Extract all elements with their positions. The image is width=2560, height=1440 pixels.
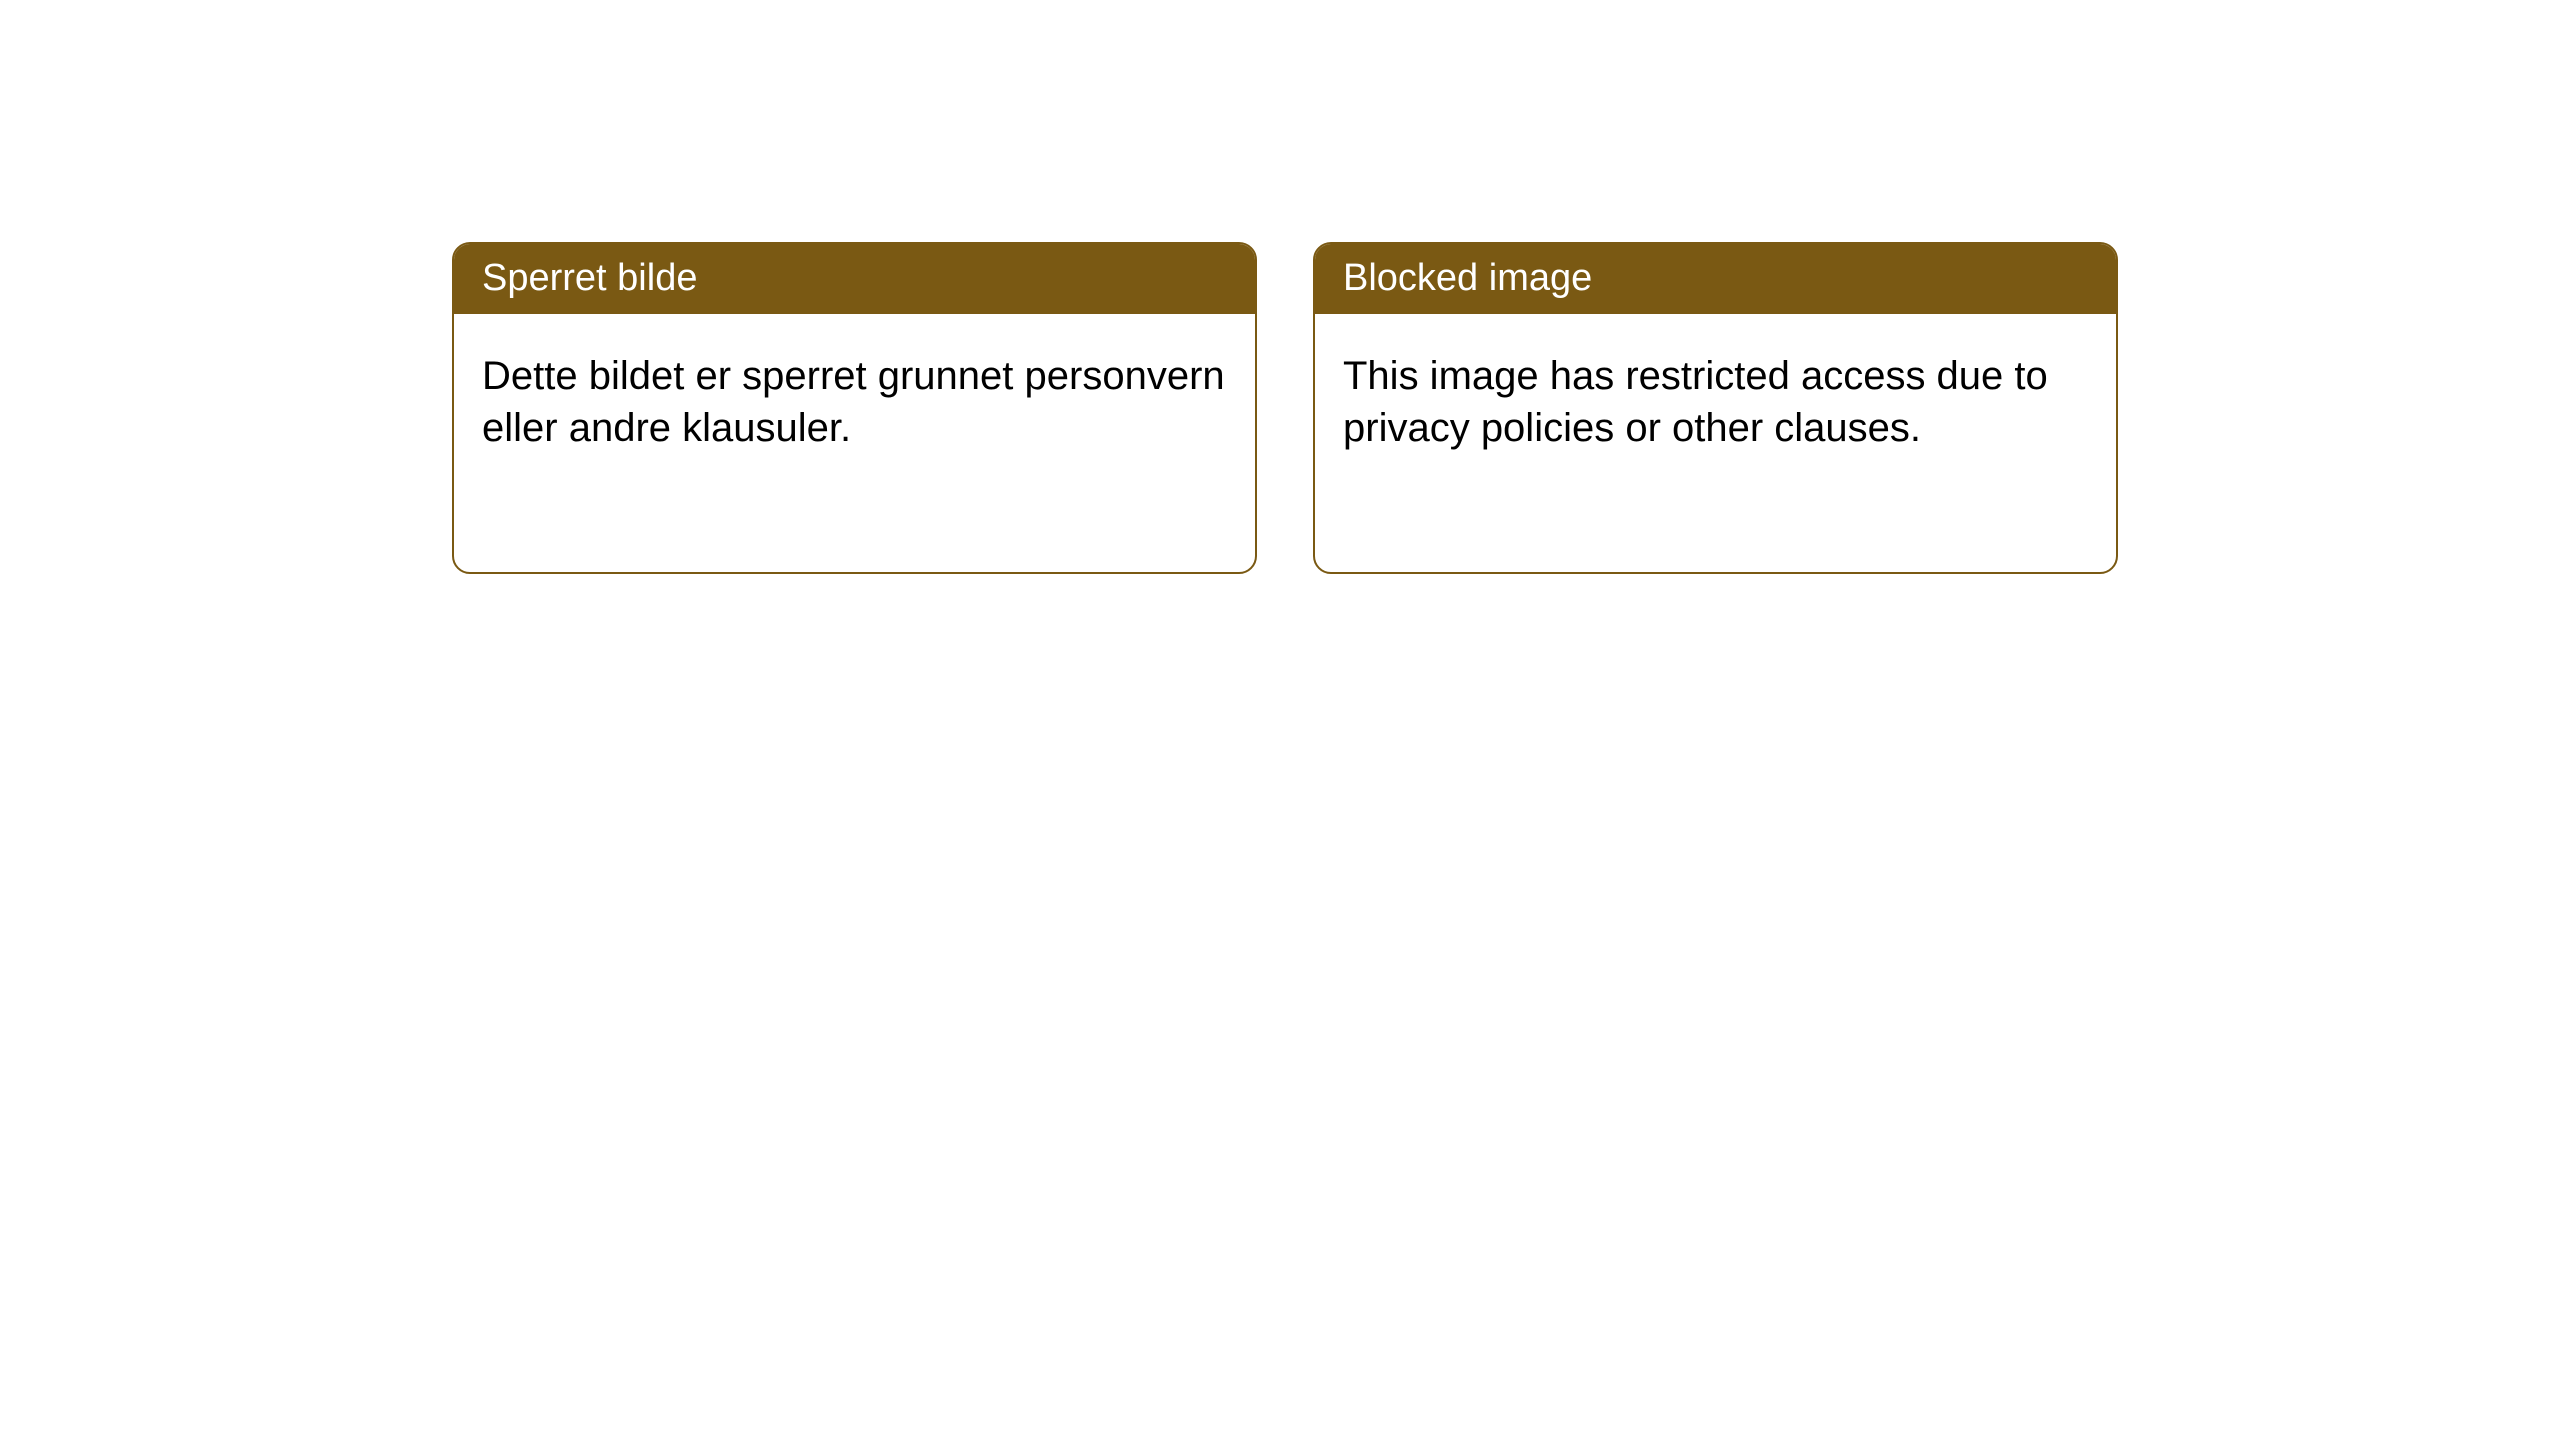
card-body-no: Dette bildet er sperret grunnet personve… xyxy=(454,314,1255,492)
card-title-no: Sperret bilde xyxy=(482,257,697,299)
blocked-image-card-en: Blocked image This image has restricted … xyxy=(1313,242,2118,574)
blocked-image-notice-container: Sperret bilde Dette bildet er sperret gr… xyxy=(452,242,2118,574)
card-header-no: Sperret bilde xyxy=(454,244,1255,314)
card-body-en: This image has restricted access due to … xyxy=(1315,314,2116,492)
card-header-en: Blocked image xyxy=(1315,244,2116,314)
card-text-no: Dette bildet er sperret grunnet personve… xyxy=(482,354,1225,451)
card-text-en: This image has restricted access due to … xyxy=(1343,354,2048,451)
blocked-image-card-no: Sperret bilde Dette bildet er sperret gr… xyxy=(452,242,1257,574)
card-title-en: Blocked image xyxy=(1343,257,1592,299)
